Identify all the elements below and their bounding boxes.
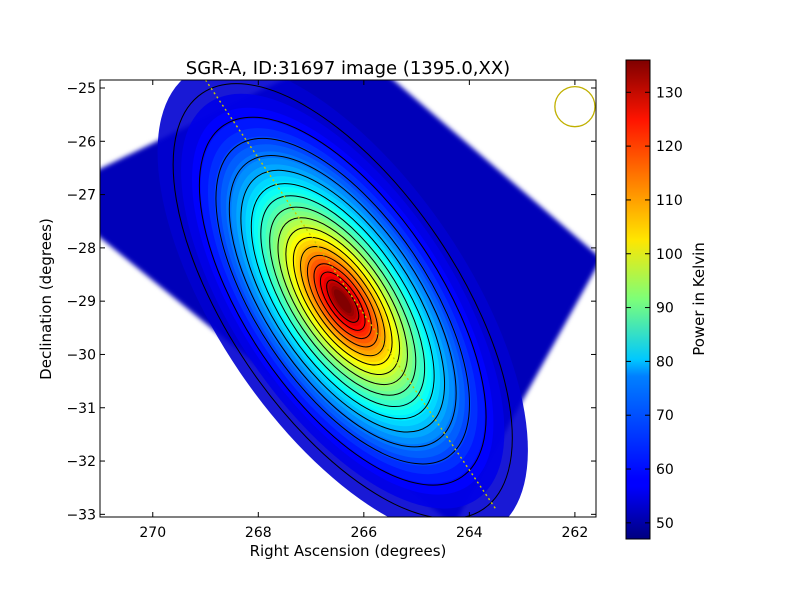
colorbar-tick-label: 70: [656, 408, 674, 424]
colorbar-tick-label: 100: [656, 247, 683, 263]
y-axis-label: Declination (degrees): [37, 218, 55, 380]
contour-line: [198, 116, 487, 486]
y-tick-label: −32: [66, 454, 96, 470]
y-axis: −25 −26 −27 −28 −29 −30 −31 −32 −33: [66, 81, 596, 523]
y-tick-label: −31: [66, 401, 96, 417]
beam-circle: [554, 85, 596, 128]
contour-line: [292, 236, 393, 366]
colorbar-tick-label: 50: [656, 516, 674, 532]
colorbar-tick-label: 90: [656, 301, 674, 317]
contours: [172, 83, 513, 517]
contour-line: [277, 217, 408, 386]
x-tick-label: 266: [350, 525, 377, 541]
y-tick-label: −26: [66, 134, 96, 150]
contour-line: [250, 183, 435, 420]
chart-title: SGR-A, ID:31697 image (1395.0,XX): [186, 58, 510, 79]
x-axis-label: Right Ascension (degrees): [250, 542, 447, 560]
plot-area: [100, 80, 596, 517]
colorbar-label: Power in Kelvin: [690, 242, 708, 356]
contour-line: [260, 195, 426, 408]
x-tick-label: 262: [562, 525, 589, 541]
contour-line: [313, 263, 372, 339]
contour-line: [285, 227, 401, 376]
colorbar-ticks: 50 60 70 80 90 100 110 120 130: [626, 85, 683, 532]
y-tick-label: −30: [66, 347, 96, 363]
x-tick-label: 264: [456, 525, 483, 541]
y-tick-label: −28: [66, 241, 96, 257]
colorbar-tick-label: 120: [656, 139, 683, 155]
x-tick-label: 270: [139, 525, 166, 541]
intensity-band: [333, 289, 352, 314]
contour-line: [306, 254, 379, 348]
galactic-plane-line: [204, 80, 497, 510]
y-tick-label: −27: [66, 188, 96, 204]
colorbar-tick-label: 110: [656, 193, 683, 209]
x-tick-label: 268: [245, 525, 272, 541]
contour-line: [269, 206, 417, 396]
colorbar-tick-label: 80: [656, 354, 674, 370]
colorbar: [626, 60, 650, 539]
y-tick-label: −25: [66, 81, 96, 97]
axes-frame: [99, 79, 597, 518]
colorbar-tick-label: 60: [656, 462, 674, 478]
colorbar-tick-label: 130: [656, 85, 683, 101]
contour-line: [300, 246, 386, 357]
contour-line: [172, 83, 513, 517]
colorbar-frame: [625, 59, 651, 540]
contour-line: [228, 154, 457, 448]
x-axis: 270 268 266 264 262: [139, 80, 588, 541]
y-tick-label: −29: [66, 294, 96, 310]
y-tick-label: −33: [66, 507, 96, 523]
contour-line: [319, 271, 366, 331]
contour-line: [215, 137, 470, 465]
